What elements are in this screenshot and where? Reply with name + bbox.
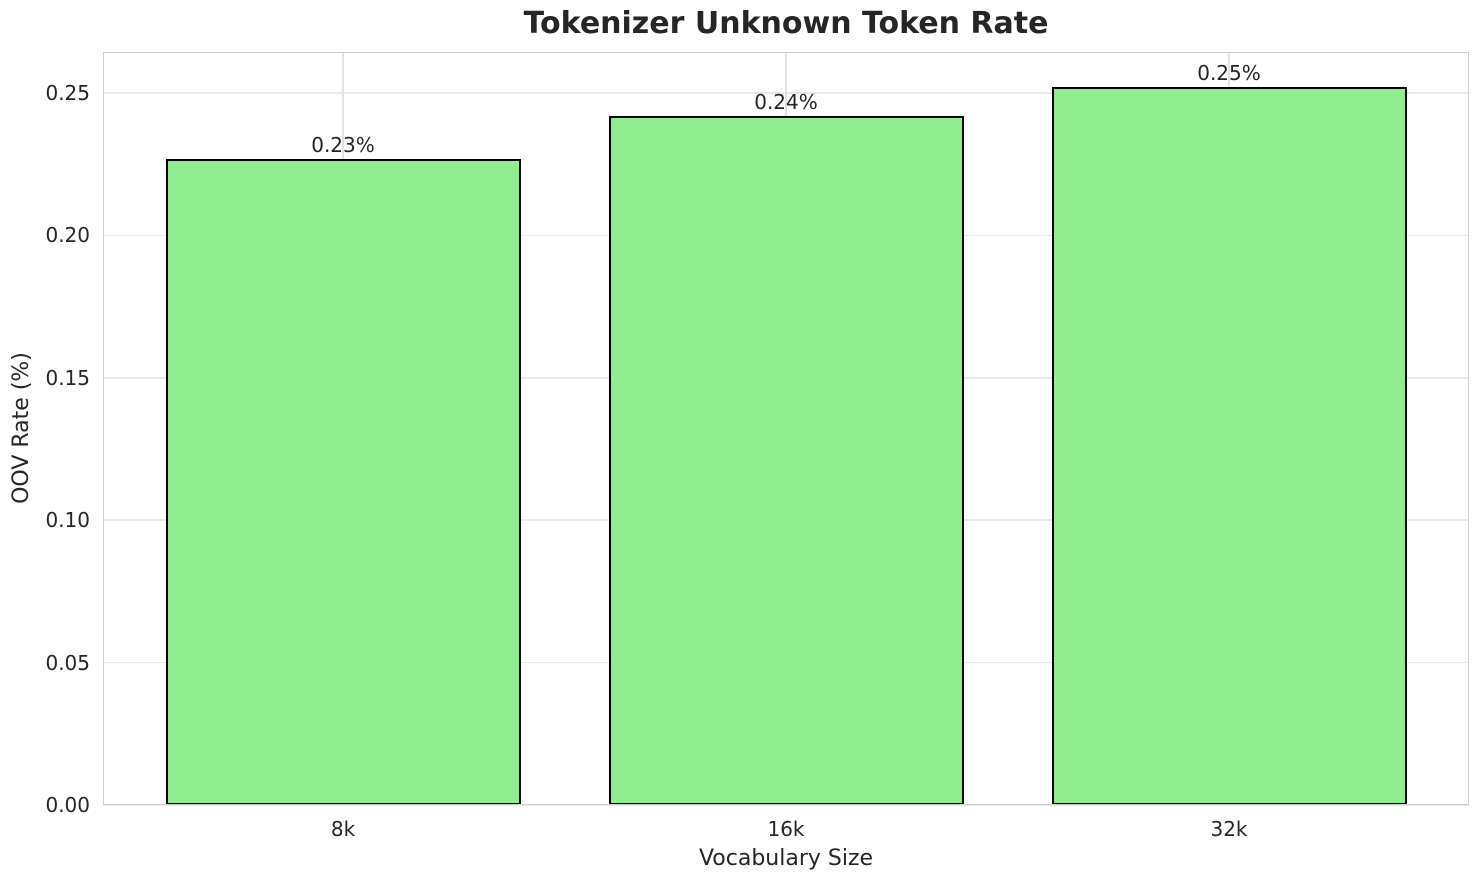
y-tick-label: 0.05	[45, 650, 90, 675]
x-tick-label-8k: 8k	[330, 817, 356, 841]
bar-value-label-16k: 0.24%	[754, 89, 818, 114]
bar-8k	[165, 158, 521, 805]
y-tick-label: 0.20	[45, 223, 90, 248]
chart-title: Tokenizer Unknown Token Rate	[523, 6, 1049, 41]
x-tick-label-32k: 32k	[1210, 817, 1248, 841]
x-tick-label-16k: 16k	[767, 817, 805, 841]
plot-area: 0.23% 0.24% 0.25%	[103, 52, 1469, 806]
x-axis-label: Vocabulary Size	[698, 846, 874, 871]
bar-16k	[608, 115, 964, 805]
bar-value-label-32k: 0.25%	[1197, 61, 1261, 86]
y-tick-label: 0.00	[45, 793, 90, 817]
y-tick-label: 0.10	[45, 508, 90, 533]
y-tick-label: 0.25	[45, 81, 90, 105]
bar-value-label-8k: 0.23%	[311, 132, 375, 157]
bar-32k	[1051, 87, 1407, 805]
y-tick-label: 0.15	[45, 365, 90, 390]
y-gridline	[103, 804, 1469, 806]
